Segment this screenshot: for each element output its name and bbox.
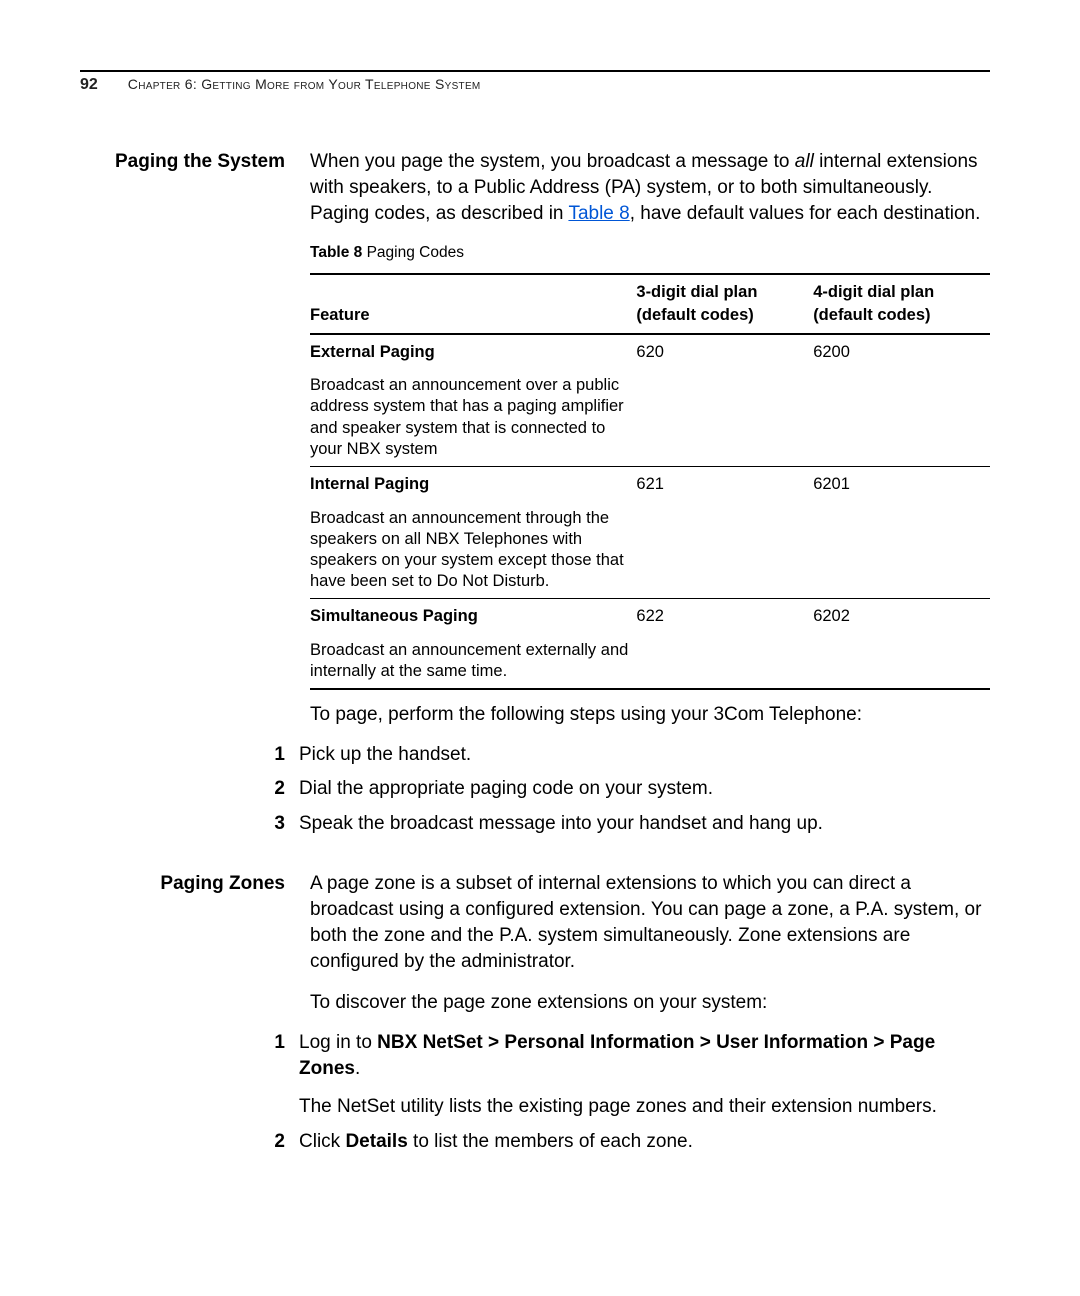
step-number: 2 <box>80 776 299 802</box>
step1-pre: Log in to <box>299 1032 377 1053</box>
table-link[interactable]: Table 8 <box>568 203 629 224</box>
cell-3digit: 621 <box>636 466 813 501</box>
chapter-title: Chapter 6: Getting More from Your Teleph… <box>128 76 481 92</box>
table-row: Broadcast an announcement through the sp… <box>310 502 990 599</box>
intro-paragraph: When you page the system, you broadcast … <box>310 149 990 228</box>
header-rule <box>80 70 990 72</box>
step-number: 1 <box>80 742 299 768</box>
step1-bold: NBX NetSet > Personal Information > User… <box>299 1032 935 1079</box>
page-container: 92 Chapter 6: Getting More from Your Tel… <box>0 0 1080 1155</box>
step-text: Speak the broadcast message into your ha… <box>299 811 990 837</box>
paging-codes-table: Feature 3-digit dial plan (default codes… <box>310 273 990 690</box>
table-row: Broadcast an announcement externally and… <box>310 634 990 689</box>
table-caption-rest: Paging Codes <box>362 244 464 261</box>
step2-pre: Click <box>299 1131 345 1152</box>
th-4digit: 4-digit dial plan (default codes) <box>813 274 990 334</box>
table-caption: Table 8 Paging Codes <box>310 242 990 263</box>
page-number: 92 <box>80 76 98 94</box>
table-row: Simultaneous Paging 622 6202 <box>310 598 990 633</box>
cell-4digit: 6202 <box>813 598 990 633</box>
cell-feature-title: Simultaneous Paging <box>310 598 636 633</box>
ordered-step: 2 Dial the appropriate paging code on yo… <box>80 776 990 802</box>
table-row: Internal Paging 621 6201 <box>310 466 990 501</box>
step1-note: The NetSet utility lists the existing pa… <box>299 1094 990 1120</box>
cell-3digit: 622 <box>636 598 813 633</box>
cell-4digit: 6201 <box>813 466 990 501</box>
table-row: External Paging 620 6200 <box>310 334 990 370</box>
zones-intro: A page zone is a subset of internal exte… <box>310 871 990 976</box>
table-caption-bold: Table 8 <box>310 244 362 261</box>
section-body: A page zone is a subset of internal exte… <box>310 871 990 1030</box>
step-text: Pick up the handset. <box>299 742 990 768</box>
intro-italic: all <box>795 151 814 172</box>
step-text: Log in to NBX NetSet > Personal Informat… <box>299 1030 990 1121</box>
section-body: When you page the system, you broadcast … <box>310 149 990 742</box>
section-paging-zones: Paging Zones A page zone is a subset of … <box>80 871 990 1030</box>
step-number: 1 <box>80 1030 299 1056</box>
step1-post: . <box>355 1058 360 1079</box>
ordered-step: 1 Log in to NBX NetSet > Personal Inform… <box>80 1030 990 1121</box>
th-feature: Feature <box>310 274 636 334</box>
step2-bold: Details <box>345 1131 407 1152</box>
step-number: 3 <box>80 811 299 837</box>
table-row: Broadcast an announcement over a public … <box>310 369 990 466</box>
section-heading: Paging the System <box>80 149 310 175</box>
cell-feature-desc: Broadcast an announcement over a public … <box>310 369 636 466</box>
cell-feature-title: External Paging <box>310 334 636 370</box>
cell-3digit: 620 <box>636 334 813 370</box>
cell-feature-title: Internal Paging <box>310 466 636 501</box>
ordered-step: 3 Speak the broadcast message into your … <box>80 811 990 837</box>
ordered-step: 1 Pick up the handset. <box>80 742 990 768</box>
th-3digit: 3-digit dial plan (default codes) <box>636 274 813 334</box>
cell-feature-desc: Broadcast an announcement through the sp… <box>310 502 636 599</box>
zones-discover: To discover the page zone extensions on … <box>310 990 990 1016</box>
steps-intro: To page, perform the following steps usi… <box>310 702 990 728</box>
cell-feature-desc: Broadcast an announcement externally and… <box>310 634 636 689</box>
cell-4digit: 6200 <box>813 334 990 370</box>
step2-post: to list the members of each zone. <box>408 1131 693 1152</box>
ordered-step: 2 Click Details to list the members of e… <box>80 1129 990 1155</box>
step-number: 2 <box>80 1129 299 1155</box>
section-heading: Paging Zones <box>80 871 310 897</box>
running-header: 92 Chapter 6: Getting More from Your Tel… <box>80 76 990 94</box>
intro-pre: When you page the system, you broadcast … <box>310 151 795 172</box>
step-text: Click Details to list the members of eac… <box>299 1129 990 1155</box>
intro-post: , have default values for each destinati… <box>630 203 981 224</box>
section-paging-system: Paging the System When you page the syst… <box>80 149 990 742</box>
step-text: Dial the appropriate paging code on your… <box>299 776 990 802</box>
